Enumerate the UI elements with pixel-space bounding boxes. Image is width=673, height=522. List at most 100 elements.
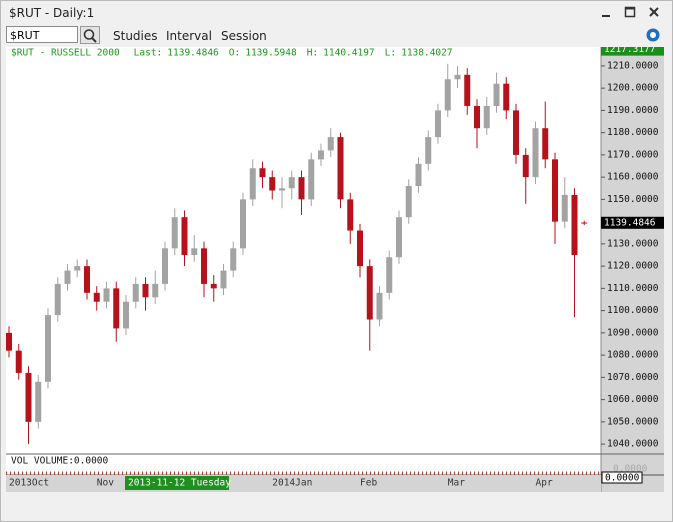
candle-body <box>464 74 471 106</box>
y-tick-label: 1180.0000 <box>607 127 659 138</box>
x-tick-label: Mar <box>448 478 465 489</box>
candle-body <box>318 150 324 160</box>
candle-body <box>279 188 285 191</box>
y-tick-label: 1090.0000 <box>607 327 659 338</box>
candle-body <box>210 283 217 289</box>
candle-body <box>15 350 22 373</box>
candle-body <box>474 105 480 129</box>
menu-item[interactable]: Studies <box>113 29 158 43</box>
candle-body <box>493 83 500 106</box>
y-tick-label: 1050.0000 <box>607 416 659 427</box>
header-text: L: <box>385 48 396 59</box>
volume-tick: 0.0000 <box>613 464 648 475</box>
candle-body <box>230 248 237 271</box>
header-text: 1139.4846 <box>167 48 219 59</box>
x-tick-label: Apr <box>536 478 553 489</box>
candle-body <box>162 248 168 284</box>
candle-body <box>415 163 422 187</box>
candle-body <box>581 222 588 224</box>
volume-label: VOL VOLUME:0.0000 <box>11 456 109 467</box>
maximize-button[interactable] <box>623 5 637 19</box>
header-text: 1138.4027 <box>401 48 452 59</box>
x-tick-label: 2013Oct <box>9 478 49 489</box>
header-text: 1140.4197 <box>323 48 374 59</box>
candle-body <box>376 292 383 320</box>
candle-body <box>84 266 90 293</box>
y-tick-label: 1170.0000 <box>607 149 659 160</box>
candle-body <box>298 177 305 200</box>
search-button[interactable] <box>80 26 100 44</box>
candle-body <box>532 128 539 178</box>
candle-body <box>522 154 529 178</box>
header-text: Last: <box>134 48 163 59</box>
candle-body <box>259 168 266 178</box>
candle-body <box>249 168 256 200</box>
candle-body <box>103 288 110 302</box>
candle-body <box>552 159 558 222</box>
volume-last-box <box>601 471 643 484</box>
candle-body <box>152 283 159 298</box>
candle-body <box>405 186 412 218</box>
y-tick-label: 1130.0000 <box>607 238 659 249</box>
candle-body <box>571 194 578 256</box>
candle-body <box>6 332 12 351</box>
candle-body <box>45 315 51 382</box>
candle-body <box>542 128 549 160</box>
candle-body <box>54 283 61 316</box>
cursor-label: 2013-11-12 Tuesday <box>128 478 231 489</box>
candle-body <box>35 381 42 422</box>
close-button[interactable] <box>647 5 661 19</box>
y-tick-label: 1210.0000 <box>607 60 659 71</box>
y-tick-label: 1040.0000 <box>607 439 659 450</box>
candle-body <box>123 301 129 329</box>
candle-body <box>74 266 81 271</box>
menu-item[interactable]: Interval <box>166 29 212 43</box>
candle-body <box>337 137 344 200</box>
candle-body <box>64 270 71 284</box>
candle-body <box>503 83 510 111</box>
y-tick-label: 1060.0000 <box>607 394 659 405</box>
candle-body <box>288 177 295 189</box>
window-title: $RUT - Daily:1 <box>9 6 95 20</box>
x-tick-label: Feb <box>360 478 377 489</box>
x-tick-label: Nov <box>97 478 114 489</box>
volume-last: 0.0000 <box>605 473 640 484</box>
settings-icon[interactable] <box>645 27 661 43</box>
candle-body <box>132 283 139 302</box>
last-price-box <box>601 216 664 229</box>
candle-body <box>171 217 178 249</box>
symbol-input[interactable]: $RUT <box>6 26 78 43</box>
y-tick-label: 1200.0000 <box>607 83 659 94</box>
candle-body <box>113 288 120 329</box>
candle-body <box>201 248 207 284</box>
candle-body <box>93 292 100 302</box>
candle-body <box>347 199 354 231</box>
candle-body <box>513 110 519 155</box>
header-text: H: <box>307 48 318 59</box>
candle-body <box>483 105 490 129</box>
y-tick-label: 1150.0000 <box>607 194 659 205</box>
candle-body <box>25 372 32 422</box>
candle-body <box>308 159 315 200</box>
high-marker-label: 1217.3177 <box>604 47 655 55</box>
header-text: $RUT - RUSSELL 2000 <box>11 48 120 59</box>
last-price-label: 1139.4846 <box>604 217 656 228</box>
candle-body <box>269 177 276 191</box>
x-tick-label: 2014Jan <box>272 478 312 489</box>
candle-body <box>366 266 373 320</box>
candle-body <box>386 257 393 293</box>
y-tick-label: 1190.0000 <box>607 105 659 116</box>
candle-body <box>396 217 402 258</box>
minimize-button[interactable] <box>599 5 613 19</box>
candle-body <box>240 199 246 249</box>
high-marker-box <box>601 47 664 56</box>
candle-body <box>181 217 188 256</box>
header-text: O: <box>229 48 240 59</box>
menu-item[interactable]: Session <box>221 29 267 43</box>
candle-body <box>561 194 568 222</box>
candle-body <box>454 74 461 80</box>
title-bar: $RUT - Daily:1 <box>1 1 672 25</box>
candle-body <box>191 248 198 256</box>
y-tick-label: 1110.0000 <box>607 283 659 294</box>
